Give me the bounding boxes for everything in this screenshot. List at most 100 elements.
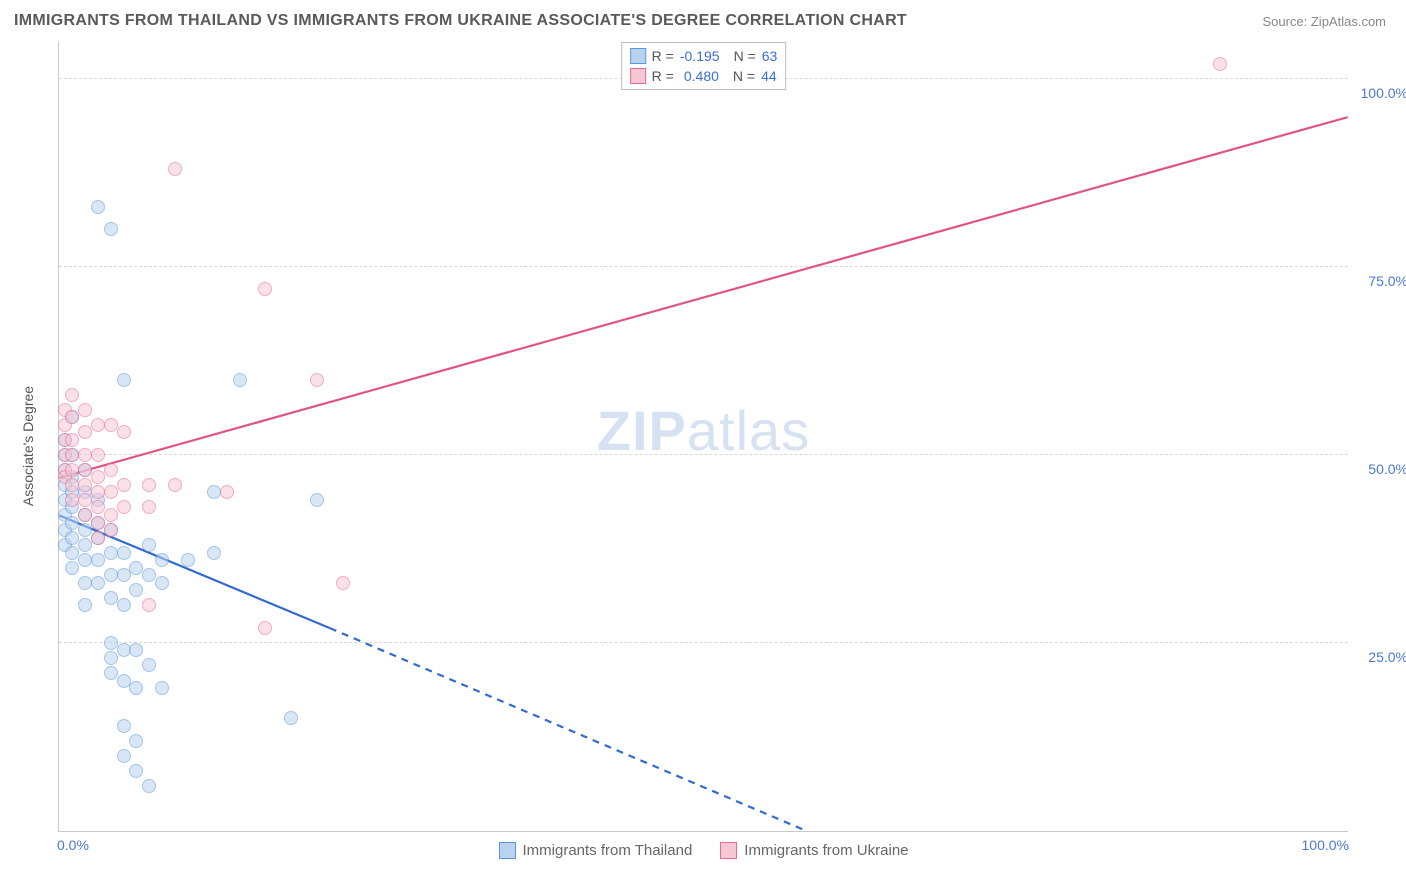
correlation-legend-row: R = -0.195 N = 63 bbox=[630, 46, 778, 66]
scatter-point-ukraine bbox=[142, 478, 156, 492]
scatter-point-thailand bbox=[104, 222, 118, 236]
scatter-point-thailand bbox=[78, 523, 92, 537]
scatter-point-thailand bbox=[78, 538, 92, 552]
scatter-point-thailand bbox=[155, 553, 169, 567]
series-legend-label-1: Immigrants from Ukraine bbox=[744, 842, 908, 859]
source-attribution: Source: ZipAtlas.com bbox=[1262, 14, 1386, 29]
y-tick-label: 100.0% bbox=[1353, 85, 1406, 101]
scatter-point-ukraine bbox=[91, 485, 105, 499]
scatter-point-ukraine bbox=[104, 463, 118, 477]
scatter-point-ukraine bbox=[91, 516, 105, 530]
scatter-point-thailand bbox=[142, 538, 156, 552]
scatter-point-thailand bbox=[129, 561, 143, 575]
scatter-point-thailand bbox=[117, 373, 131, 387]
scatter-point-thailand bbox=[104, 666, 118, 680]
legend-r-label: R = bbox=[652, 46, 674, 66]
scatter-point-ukraine bbox=[78, 478, 92, 492]
scatter-point-thailand bbox=[117, 719, 131, 733]
series-legend-item: Immigrants from Thailand bbox=[499, 842, 693, 859]
scatter-point-thailand bbox=[91, 553, 105, 567]
y-tick-label: 50.0% bbox=[1353, 461, 1406, 477]
scatter-point-thailand bbox=[129, 764, 143, 778]
scatter-point-ukraine bbox=[104, 523, 118, 537]
scatter-point-ukraine bbox=[65, 433, 79, 447]
scatter-point-thailand bbox=[117, 598, 131, 612]
scatter-point-thailand bbox=[78, 598, 92, 612]
scatter-point-thailand bbox=[117, 674, 131, 688]
scatter-point-thailand bbox=[91, 200, 105, 214]
scatter-point-ukraine bbox=[65, 463, 79, 477]
scatter-point-ukraine bbox=[104, 418, 118, 432]
scatter-point-thailand bbox=[129, 643, 143, 657]
x-tick-label: 0.0% bbox=[57, 837, 89, 853]
scatter-point-ukraine bbox=[104, 508, 118, 522]
scatter-point-ukraine bbox=[220, 485, 234, 499]
scatter-point-thailand bbox=[284, 711, 298, 725]
y-tick-label: 75.0% bbox=[1353, 273, 1406, 289]
scatter-point-thailand bbox=[142, 779, 156, 793]
scatter-point-ukraine bbox=[65, 493, 79, 507]
scatter-point-thailand bbox=[104, 568, 118, 582]
scatter-point-ukraine bbox=[91, 470, 105, 484]
scatter-point-ukraine bbox=[168, 162, 182, 176]
scatter-point-thailand bbox=[129, 681, 143, 695]
legend-swatch-series-1 bbox=[630, 68, 646, 84]
scatter-point-thailand bbox=[155, 576, 169, 590]
series-legend: Immigrants from Thailand Immigrants from… bbox=[499, 842, 909, 859]
scatter-point-thailand bbox=[104, 591, 118, 605]
correlation-legend-row: R = 0.480 N = 44 bbox=[630, 66, 778, 86]
scatter-point-ukraine bbox=[117, 425, 131, 439]
scatter-point-ukraine bbox=[310, 373, 324, 387]
scatter-point-thailand bbox=[104, 546, 118, 560]
scatter-point-thailand bbox=[78, 553, 92, 567]
scatter-point-thailand bbox=[117, 643, 131, 657]
chart-title: IMMIGRANTS FROM THAILAND VS IMMIGRANTS F… bbox=[14, 12, 907, 30]
scatter-point-ukraine bbox=[117, 478, 131, 492]
scatter-point-ukraine bbox=[78, 403, 92, 417]
series-legend-label-0: Immigrants from Thailand bbox=[523, 842, 693, 859]
legend-swatch-series-0 bbox=[630, 48, 646, 64]
scatter-point-ukraine bbox=[258, 282, 272, 296]
legend-n-label: N = bbox=[733, 66, 755, 86]
scatter-point-thailand bbox=[78, 576, 92, 590]
scatter-point-thailand bbox=[129, 734, 143, 748]
scatter-point-ukraine bbox=[78, 508, 92, 522]
scatter-point-ukraine bbox=[65, 478, 79, 492]
scatter-point-ukraine bbox=[91, 531, 105, 545]
scatter-point-thailand bbox=[91, 576, 105, 590]
scatter-point-ukraine bbox=[91, 500, 105, 514]
scatter-point-ukraine bbox=[91, 418, 105, 432]
scatter-point-thailand bbox=[207, 485, 221, 499]
trend-line bbox=[59, 117, 1347, 478]
scatter-point-ukraine bbox=[91, 448, 105, 462]
legend-r-value-1: 0.480 bbox=[684, 66, 719, 86]
scatter-point-thailand bbox=[233, 373, 247, 387]
legend-swatch-series-1 bbox=[720, 842, 737, 859]
legend-n-value-1: 44 bbox=[761, 66, 777, 86]
scatter-point-ukraine bbox=[65, 410, 79, 424]
y-tick-label: 25.0% bbox=[1353, 649, 1406, 665]
legend-n-label: N = bbox=[734, 46, 756, 66]
trend-lines-svg bbox=[59, 42, 1348, 831]
scatter-point-thailand bbox=[181, 553, 195, 567]
scatter-point-ukraine bbox=[78, 425, 92, 439]
scatter-point-thailand bbox=[65, 516, 79, 530]
scatter-point-thailand bbox=[104, 636, 118, 650]
scatter-point-ukraine bbox=[1213, 57, 1227, 71]
scatter-point-thailand bbox=[65, 546, 79, 560]
trend-line bbox=[330, 628, 807, 831]
scatter-point-thailand bbox=[117, 749, 131, 763]
correlation-legend: R = -0.195 N = 63 R = 0.480 N = 44 bbox=[621, 42, 787, 90]
legend-r-value-0: -0.195 bbox=[680, 46, 720, 66]
scatter-point-ukraine bbox=[104, 485, 118, 499]
plot-area: ZIPatlas 25.0%50.0%75.0%100.0% R = -0.19… bbox=[58, 42, 1348, 832]
scatter-point-ukraine bbox=[78, 463, 92, 477]
scatter-point-thailand bbox=[117, 568, 131, 582]
scatter-point-ukraine bbox=[65, 448, 79, 462]
scatter-point-thailand bbox=[142, 568, 156, 582]
scatter-point-thailand bbox=[117, 546, 131, 560]
scatter-point-ukraine bbox=[142, 598, 156, 612]
scatter-point-ukraine bbox=[65, 388, 79, 402]
legend-n-value-0: 63 bbox=[762, 46, 778, 66]
scatter-point-ukraine bbox=[168, 478, 182, 492]
